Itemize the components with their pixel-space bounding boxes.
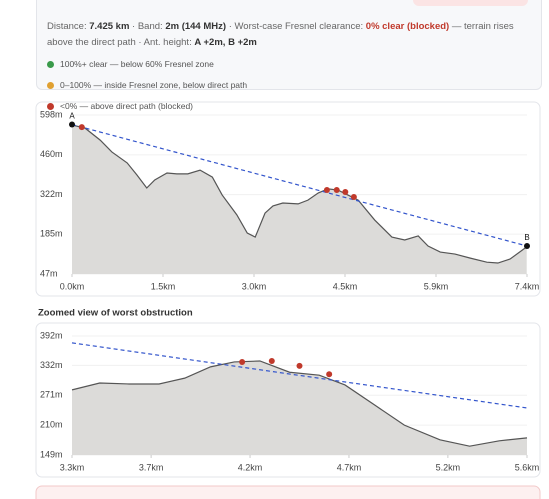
obstruction-point — [78, 124, 85, 131]
summary-card: Distance: 7.425 km · Band: 2m (144 MHz) … — [36, 0, 542, 111]
obstruction-point — [323, 187, 330, 194]
legend-label: <0% — above direct path (blocked) — [60, 101, 194, 111]
x-tick-label: 3.7km — [139, 462, 164, 472]
chart-title: Zoomed view of worst obstruction — [38, 308, 193, 319]
x-tick-label: 4.7km — [337, 462, 362, 472]
y-tick-label: 332m — [40, 360, 63, 370]
x-tick-label: 5.2km — [436, 462, 461, 472]
y-tick-label: 392m — [40, 330, 63, 340]
value: A +2m, B +2m — [194, 37, 257, 48]
y-tick-label: 598m — [40, 109, 63, 119]
text: · Worst-case Fresnel clearance: — [228, 21, 364, 32]
y-tick-label: 322m — [40, 189, 63, 199]
y-tick-label: 210m — [40, 420, 63, 430]
obstruction-point — [350, 193, 357, 200]
y-tick-label: 185m — [40, 229, 63, 239]
x-tick-label: 1.5km — [151, 281, 176, 291]
x-tick-label: 7.4km — [515, 281, 540, 291]
status-badge — [413, 0, 528, 6]
legend-item: <0% — above direct path (blocked) — [47, 98, 531, 114]
x-tick-label: 5.6km — [515, 462, 540, 472]
x-tick-label: 4.2km — [238, 462, 263, 472]
y-tick-label: 460m — [40, 149, 63, 159]
value: 0% clear (blocked) — [365, 21, 450, 32]
legend-item: 100%+ clear — below 60% Fresnel zone — [47, 56, 531, 72]
alert-card — [35, 485, 541, 499]
x-tick-label: 5.9km — [424, 281, 449, 291]
x-tick-label: 3.0km — [242, 281, 267, 291]
endpoint-label: A — [69, 112, 75, 121]
direct-path — [71, 123, 528, 247]
value: 2m (144 MHz) — [165, 21, 227, 32]
terrain-area — [72, 360, 527, 455]
terrain-area — [72, 125, 527, 274]
text: Distance: — [47, 21, 87, 32]
x-tick-label: 0.0km — [60, 281, 85, 291]
summary-line: Distance: 7.425 km · Band: 2m (144 MHz) … — [47, 19, 531, 51]
terrain-line — [71, 360, 528, 447]
text: · Band: — [132, 21, 163, 32]
endpoint — [69, 121, 75, 128]
legend-item: 0–100% — inside Fresnel zone, below dire… — [47, 77, 531, 93]
obstruction-point — [326, 371, 333, 378]
obstruction-point — [239, 358, 246, 365]
legend-label: 100%+ clear — below 60% Fresnel zone — [60, 59, 214, 69]
obstruction-point — [342, 189, 349, 196]
obstruction-point — [296, 362, 303, 369]
obstruction-point — [268, 357, 275, 364]
x-tick-label: 3.3km — [60, 462, 85, 472]
y-tick-label: 149m — [40, 449, 63, 459]
legend-swatch — [47, 60, 54, 68]
legend: 100%+ clear — below 60% Fresnel zone 0–10… — [47, 56, 531, 114]
endpoint — [524, 243, 530, 250]
legend-swatch — [47, 81, 54, 89]
x-tick-label: 4.5km — [333, 281, 358, 291]
y-tick-label: 271m — [40, 390, 63, 400]
terrain-line — [71, 124, 528, 264]
y-tick-label: 47m — [40, 268, 58, 278]
endpoint-label: B — [524, 233, 529, 242]
legend-swatch — [47, 102, 54, 110]
legend-label: 0–100% — inside Fresnel zone, below dire… — [60, 80, 248, 90]
obstruction-point — [333, 187, 340, 194]
value: 7.425 km — [89, 21, 130, 32]
text: — terrain rises above the direct path · … — [47, 21, 514, 48]
